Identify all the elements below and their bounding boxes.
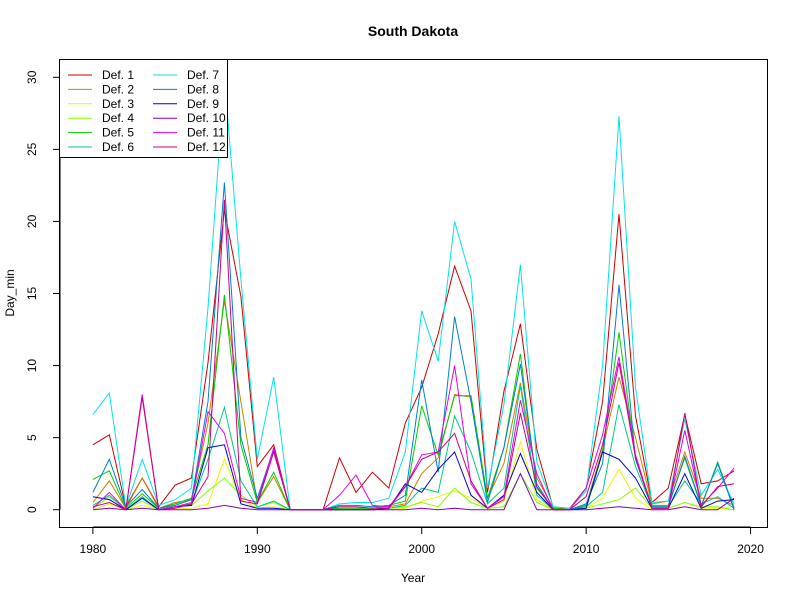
- legend-label: Def. 2: [102, 82, 134, 96]
- legend-item: Def. 8: [153, 82, 219, 96]
- legend-label: Def. 8: [187, 82, 219, 96]
- x-axis-label: Year: [401, 571, 425, 585]
- series-line-6: [92, 385, 735, 511]
- legend-item: Def. 7: [153, 68, 219, 82]
- legend-label: Def. 3: [102, 97, 134, 111]
- legend-item: Def. 1: [68, 68, 134, 82]
- series-line-11: [92, 356, 735, 511]
- series-line-7: [92, 77, 735, 511]
- legend-item: Def. 5: [68, 126, 134, 140]
- legend-label: Def. 10: [187, 111, 226, 125]
- legend-label: Def. 1: [102, 68, 134, 82]
- x-tick-label: 1980: [80, 542, 107, 556]
- y-tick-label: 10: [25, 359, 39, 373]
- x-tick-label: 2020: [737, 542, 764, 556]
- legend-label: Def. 12: [187, 140, 226, 154]
- legend-item: Def. 11: [153, 126, 225, 140]
- legend-item: Def. 4: [68, 111, 134, 125]
- legend-label: Def. 4: [102, 111, 134, 125]
- y-tick-label: 30: [25, 70, 39, 84]
- series-line-12: [92, 199, 735, 511]
- y-tick-label: 15: [25, 287, 39, 301]
- series-layer: [92, 77, 735, 511]
- y-tick-label: 0: [25, 506, 39, 513]
- series-line-10: [92, 472, 735, 511]
- y-tick-label: 5: [25, 434, 39, 441]
- x-axis: 1980 1990 2000 2010 2020: [80, 526, 764, 556]
- chart-title: South Dakota: [368, 23, 458, 39]
- series-line-4: [92, 472, 735, 511]
- legend-item: Def. 2: [68, 82, 134, 96]
- legend-label: Def. 5: [102, 126, 134, 140]
- x-tick-label: 2010: [573, 542, 600, 556]
- legend-item: Def. 6: [68, 140, 134, 154]
- legend-item: Def. 12: [153, 140, 226, 154]
- legend-label: Def. 6: [102, 140, 134, 154]
- series-line-5: [92, 294, 735, 511]
- legend-item: Def. 3: [68, 97, 134, 111]
- series-line-1: [92, 209, 735, 511]
- series-line-9: [92, 444, 735, 511]
- y-axis: 0 5 10 15 20 25 30: [25, 70, 61, 513]
- y-tick-label: 20: [25, 214, 39, 228]
- legend-label: Def. 7: [187, 68, 219, 82]
- legend-label: Def. 9: [187, 97, 219, 111]
- y-tick-label: 25: [25, 142, 39, 156]
- legend-box: [59, 59, 228, 158]
- x-tick-label: 2000: [408, 542, 435, 556]
- legend-item: Def. 9: [153, 97, 219, 111]
- y-axis-label: Day_min: [3, 269, 17, 316]
- x-tick-label: 1990: [244, 542, 271, 556]
- legend-label: Def. 11: [187, 126, 225, 140]
- series-line-8: [92, 182, 735, 511]
- legend-item: Def. 10: [153, 111, 226, 125]
